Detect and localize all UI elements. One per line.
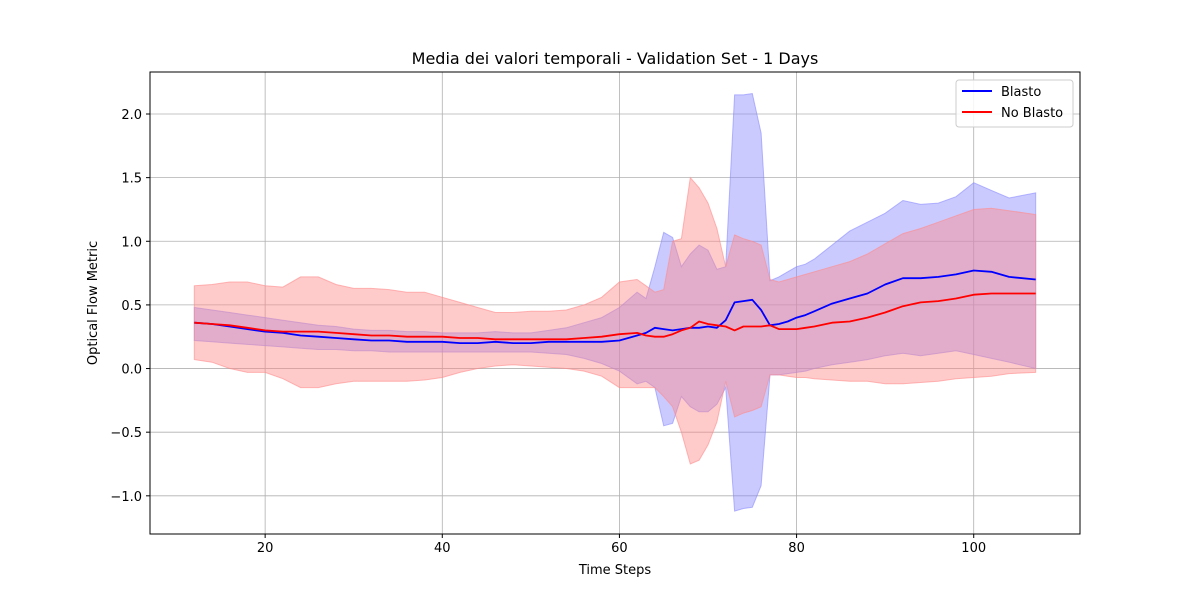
legend-label-no-blasto: No Blasto [1001,106,1063,121]
x-tick-label: 80 [788,541,805,556]
y-tick-label: 0.0 [121,363,142,378]
grid-lines [150,72,1080,534]
legend-label-blasto: Blasto [1001,85,1041,100]
y-tick-label: 0.5 [121,299,142,314]
series-lines [194,269,1036,344]
y-tick-label: −1.0 [110,490,142,505]
y-tick-label: −0.5 [110,426,142,441]
legend: Blasto No Blasto [955,79,1074,128]
chart-title: Media dei valori temporali - Validation … [412,49,819,68]
y-axis-label: Optical Flow Metric [86,241,101,365]
mean-line-no-blasto [194,292,1036,341]
y-tick-label: 1.5 [121,172,142,187]
x-tick-label: 20 [257,541,274,556]
x-tick-label: 100 [961,541,986,556]
x-tick-label: 40 [434,541,451,556]
y-tick-label: 1.0 [121,235,142,250]
confidence-bands [193,93,1037,512]
x-axis-label: Time Steps [578,563,652,578]
x-tick-label: 60 [611,541,628,556]
mean-line-blasto [194,269,1036,344]
y-tick-label: 2.0 [121,108,142,123]
confidence-band-no-blasto [193,176,1037,465]
plot-frame [149,71,1081,535]
axis-ticks: 20 40 60 80 100 −1.0 −0.5 0.0 0.5 1.0 1.5 2.0 [110,108,986,556]
